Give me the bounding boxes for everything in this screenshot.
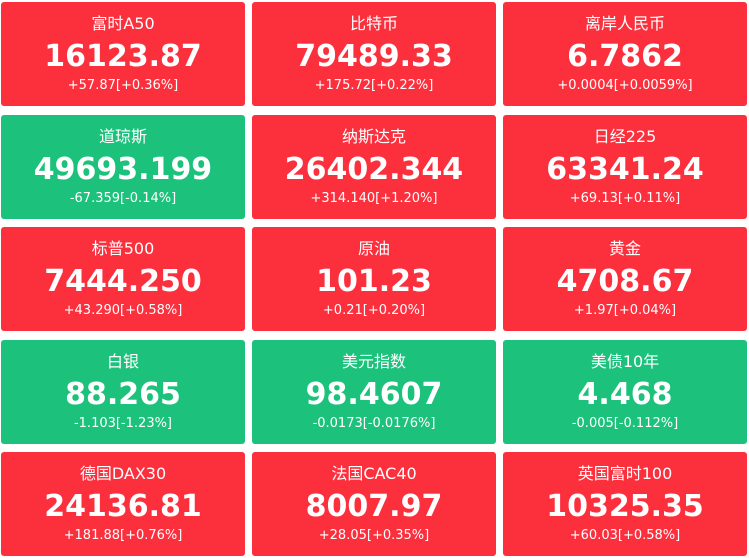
- quote-change: +175.72[+0.22%]: [314, 78, 434, 93]
- quote-tile[interactable]: 富时A50 16123.87 +57.87[+0.36%]: [1, 2, 245, 106]
- quote-change: +57.87[+0.36%]: [67, 78, 179, 93]
- quote-name: 黄金: [608, 239, 641, 258]
- quote-change: -1.103[-1.23%]: [73, 415, 173, 431]
- quote-change: -67.359[-0.14%]: [69, 190, 177, 206]
- quote-tile[interactable]: 美债10年 4.468 -0.005[-0.112%]: [503, 339, 747, 444]
- quote-tile[interactable]: 离岸人民币 6.7862 +0.0004[+0.0059%]: [503, 2, 747, 106]
- quote-change: +1.97[+0.04%]: [573, 303, 677, 318]
- quote-value: 101.23: [316, 264, 432, 299]
- quote-tile[interactable]: 纳斯达克 26402.344 +314.140[+1.20%]: [252, 114, 496, 219]
- quote-value: 63341.24: [546, 151, 704, 187]
- quote-name: 比特币: [349, 14, 398, 33]
- quote-name: 美债10年: [590, 351, 660, 371]
- quote-value: 98.4607: [305, 376, 443, 412]
- quote-name: 标普500: [91, 239, 155, 258]
- quote-value: 10325.35: [546, 489, 704, 524]
- quote-name: 德国DAX30: [79, 464, 167, 483]
- quote-name: 美元指数: [341, 351, 406, 371]
- quote-change: +0.0004[+0.0059%]: [557, 78, 693, 93]
- quote-value: 7444.250: [44, 264, 202, 299]
- quote-tile[interactable]: 原油 101.23 +0.21[+0.20%]: [252, 227, 496, 331]
- quote-tile[interactable]: 白银 88.265 -1.103[-1.23%]: [1, 339, 245, 444]
- quote-name: 原油: [357, 239, 390, 258]
- quote-change: -0.005[-0.112%]: [571, 415, 679, 431]
- quote-tile[interactable]: 比特币 79489.33 +175.72[+0.22%]: [252, 2, 496, 106]
- quote-name: 法国CAC40: [331, 464, 417, 483]
- quote-value: 79489.33: [295, 39, 453, 74]
- quote-tile[interactable]: 标普500 7444.250 +43.290[+0.58%]: [1, 227, 245, 331]
- quote-tile[interactable]: 美元指数 98.4607 -0.0173[-0.0176%]: [252, 339, 496, 444]
- quote-name: 离岸人民币: [584, 14, 665, 33]
- quote-tile[interactable]: 法国CAC40 8007.97 +28.05[+0.35%]: [252, 452, 496, 556]
- quote-name: 纳斯达克: [341, 126, 406, 146]
- quote-tile[interactable]: 德国DAX30 24136.81 +181.88[+0.76%]: [1, 452, 245, 556]
- quote-change: -0.0173[-0.0176%]: [312, 415, 436, 431]
- quote-name: 道琼斯: [98, 126, 147, 146]
- quote-change: +60.03[+0.58%]: [569, 528, 681, 543]
- quote-change: +0.21[+0.20%]: [322, 303, 426, 318]
- quote-value: 4708.67: [556, 264, 694, 299]
- quote-tile[interactable]: 日经225 63341.24 +69.13[+0.11%]: [503, 114, 747, 219]
- quote-change: +28.05[+0.35%]: [318, 528, 430, 543]
- quote-tile[interactable]: 英国富时100 10325.35 +60.03[+0.58%]: [503, 452, 747, 556]
- quote-name: 白银: [106, 351, 139, 371]
- quote-change: +43.290[+0.58%]: [63, 303, 183, 318]
- quote-change: +181.88[+0.76%]: [63, 528, 183, 543]
- quote-value: 8007.97: [305, 489, 443, 524]
- quote-value: 26402.344: [284, 151, 464, 187]
- quote-change: +314.140[+1.20%]: [310, 190, 438, 206]
- quote-name: 富时A50: [91, 14, 155, 33]
- quote-value: 49693.199: [33, 151, 213, 187]
- quote-tile[interactable]: 道琼斯 49693.199 -67.359[-0.14%]: [1, 114, 245, 219]
- quote-name: 英国富时100: [577, 464, 673, 483]
- quote-value: 88.265: [65, 376, 181, 412]
- quote-tile[interactable]: 黄金 4708.67 +1.97[+0.04%]: [503, 227, 747, 331]
- quote-name: 日经225: [593, 126, 657, 146]
- quote-value: 6.7862: [567, 39, 683, 74]
- quote-value: 24136.81: [44, 489, 202, 524]
- quote-change: +69.13[+0.11%]: [569, 190, 681, 206]
- quote-value: 16123.87: [44, 39, 202, 74]
- quote-value: 4.468: [577, 376, 673, 412]
